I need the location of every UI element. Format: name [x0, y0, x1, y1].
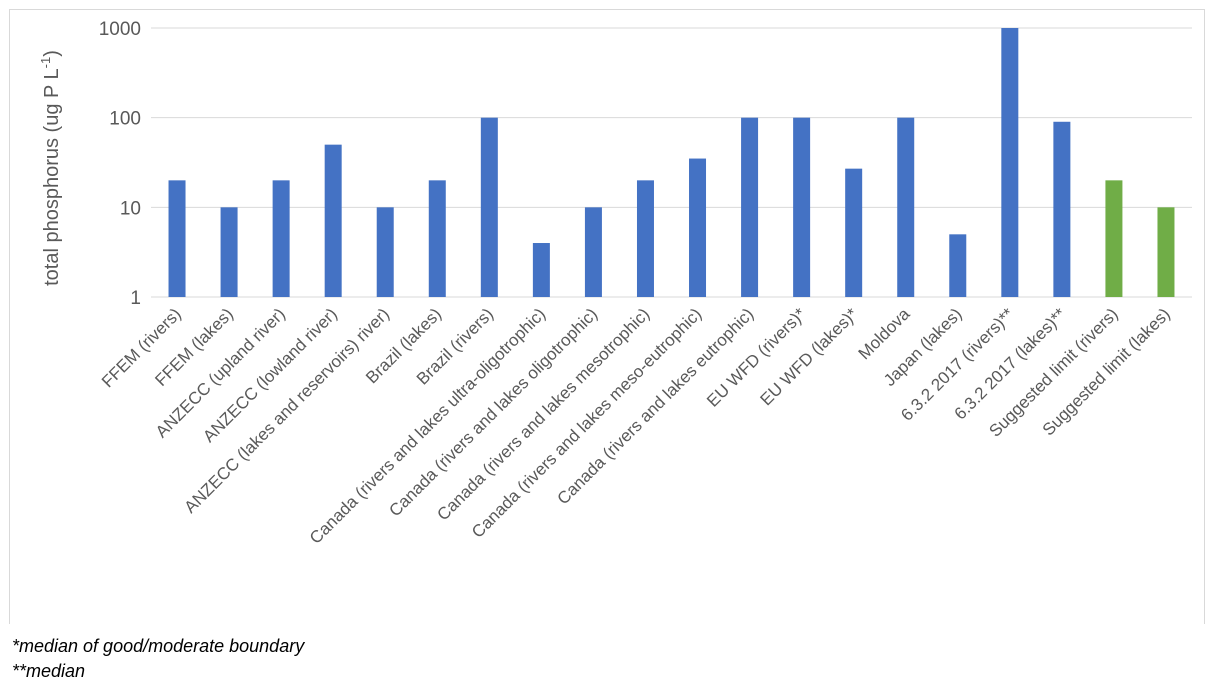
bar	[376, 207, 394, 297]
bar	[897, 117, 915, 298]
bar	[220, 207, 238, 297]
bar	[480, 117, 498, 298]
bar	[636, 180, 654, 297]
bar	[1157, 207, 1175, 297]
y-axis-title-close: )	[41, 50, 63, 57]
y-tick-label: 1000	[99, 19, 141, 40]
y-tick-label: 10	[120, 198, 141, 219]
bar	[793, 117, 811, 298]
gridlines	[151, 27, 1192, 298]
bar	[272, 180, 290, 297]
bar	[689, 158, 707, 297]
footnote-median: **median	[12, 661, 86, 681]
y-axis-ticks: 1 10 100 1000	[99, 19, 141, 309]
y-tick-label: 100	[109, 109, 141, 130]
x-axis-ticks: FFEM (rivers)FFEM (lakes)ANZECC (upland …	[98, 304, 1174, 548]
chart-frame: 1 10 100 1000 FFEM (rivers) FFEM (lakes) ANZE…	[9, 9, 1205, 624]
bar	[1001, 28, 1019, 297]
x-tick-label: EU WFD (lakes)*	[757, 304, 862, 409]
bar	[324, 144, 342, 297]
bar	[845, 168, 863, 297]
bar	[1105, 180, 1123, 297]
bars	[168, 28, 1175, 298]
bar	[532, 243, 550, 297]
footnote-median-boundary: *median of good/moderate boundary	[12, 636, 305, 656]
y-tick-label: 1	[130, 288, 141, 309]
x-tick-label: Canada (rivers and lakes eutrophic)	[554, 304, 758, 508]
bar	[741, 117, 759, 298]
y-axis-title-superscript: -1	[38, 57, 53, 69]
bar	[428, 180, 446, 297]
bar	[1053, 121, 1071, 297]
y-axis-title: total phosphorus (ug P L-1)	[38, 50, 63, 286]
bar	[949, 234, 967, 297]
bar	[168, 180, 186, 297]
bar	[584, 207, 602, 297]
y-axis-title-main: total phosphorus (ug P L	[41, 68, 63, 286]
bar-chart: 1 10 100 1000 FFEM (rivers)FFEM (lakes)ANZE…	[38, 19, 1192, 548]
